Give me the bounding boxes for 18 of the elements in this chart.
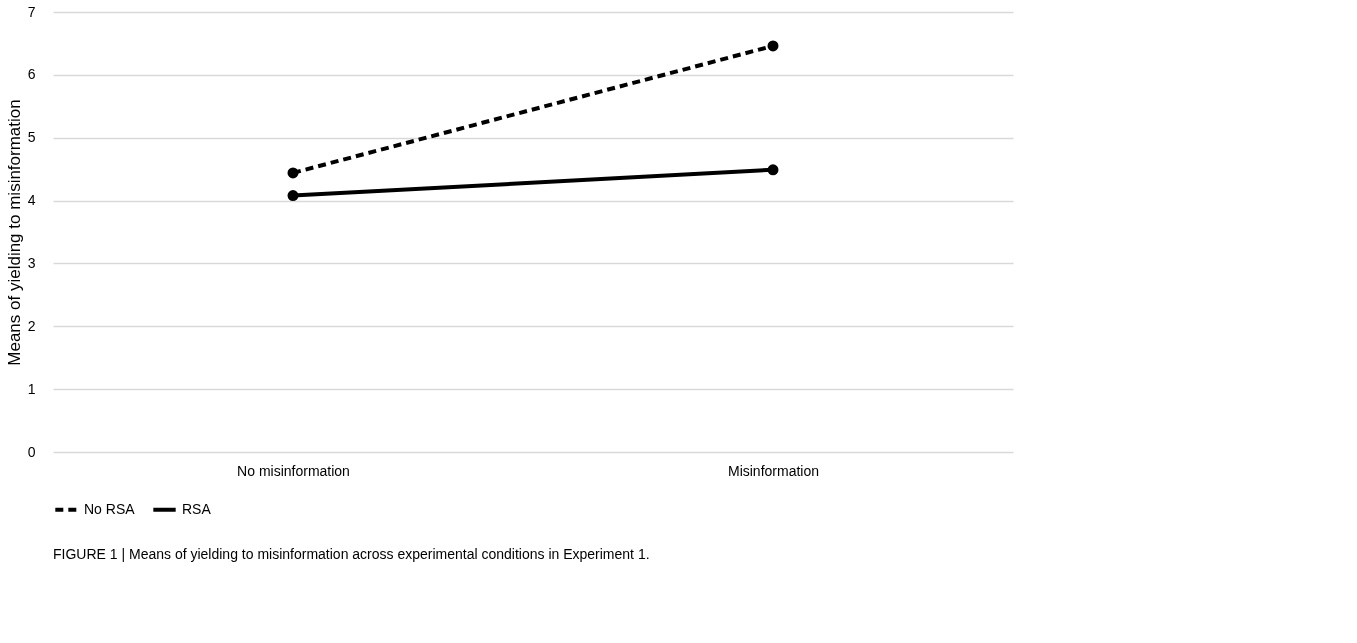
- y-tick-label: 7: [27, 3, 36, 20]
- point: [767, 40, 779, 52]
- x-tick-label: No misinformation: [237, 462, 350, 479]
- caption: FIGURE 1 | Means of yielding to misinformation across experimental conditions in Experiment 1.: [53, 546, 650, 562]
- point: [767, 164, 779, 176]
- y-tick-label: 4: [27, 192, 36, 209]
- y-tick-label: 0: [27, 443, 36, 460]
- legend-label: No RSA: [84, 500, 136, 517]
- y-tick-label: 1: [27, 380, 36, 397]
- y-tick-label: 2: [27, 317, 36, 334]
- y-tick-label: 5: [27, 129, 36, 146]
- y-axis-title: Means of yielding to misinformation: [4, 99, 24, 366]
- y-tick-label: 3: [27, 254, 36, 271]
- y-tick-label: 6: [27, 66, 36, 83]
- legend-label: RSA: [182, 500, 212, 517]
- x-tick-label: Misinformation: [727, 462, 820, 479]
- point: [287, 167, 299, 179]
- point: [287, 190, 299, 202]
